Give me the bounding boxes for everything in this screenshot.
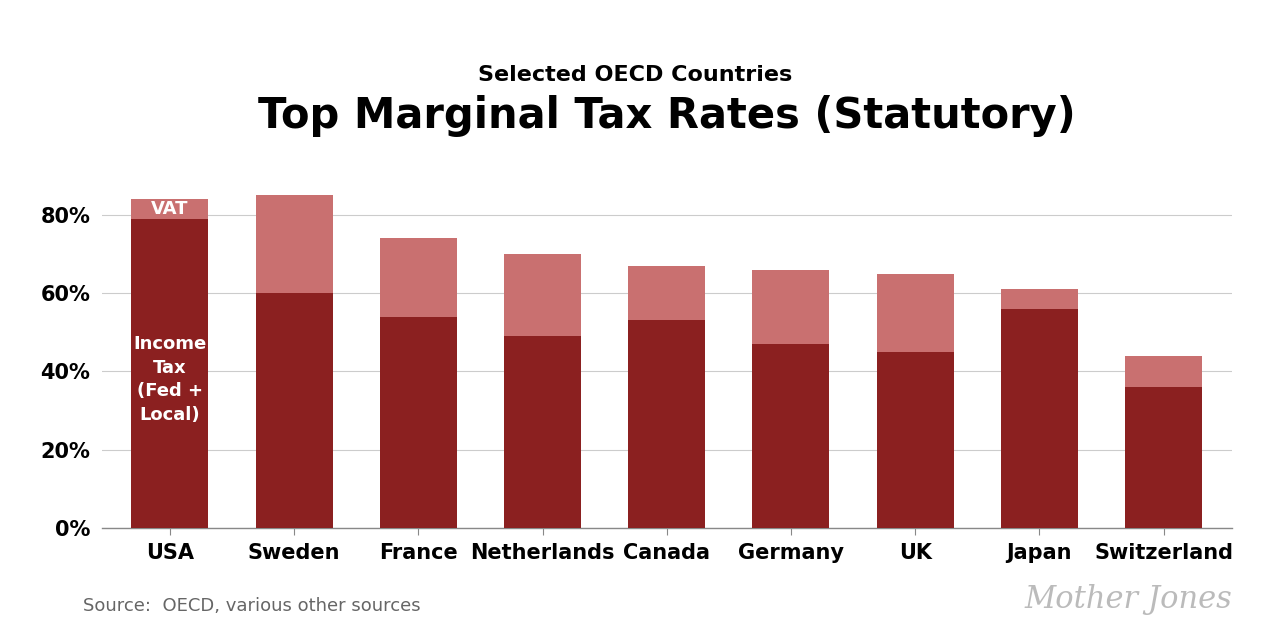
Bar bbox=[380, 317, 457, 528]
Bar bbox=[131, 199, 208, 219]
Bar bbox=[380, 238, 457, 317]
Bar bbox=[752, 270, 829, 344]
Bar bbox=[876, 273, 954, 351]
Bar bbox=[1125, 387, 1203, 528]
Bar bbox=[752, 344, 829, 528]
Bar bbox=[504, 254, 582, 336]
Bar bbox=[1001, 289, 1078, 309]
Bar bbox=[876, 351, 954, 528]
Bar bbox=[131, 219, 208, 528]
Bar bbox=[629, 266, 705, 320]
Text: Selected OECD Countries: Selected OECD Countries bbox=[478, 65, 792, 85]
Title: Top Marginal Tax Rates (Statutory): Top Marginal Tax Rates (Statutory) bbox=[258, 94, 1076, 137]
Bar bbox=[1125, 356, 1203, 387]
Bar bbox=[255, 293, 333, 528]
Bar bbox=[1001, 309, 1078, 528]
Bar bbox=[629, 320, 705, 528]
Bar bbox=[255, 195, 333, 293]
Text: Mother Jones: Mother Jones bbox=[1024, 584, 1232, 615]
Bar bbox=[504, 336, 582, 528]
Text: VAT: VAT bbox=[151, 200, 189, 218]
Text: Source:  OECD, various other sources: Source: OECD, various other sources bbox=[83, 597, 420, 615]
Text: Income
Tax
(Fed +
Local): Income Tax (Fed + Local) bbox=[133, 335, 207, 424]
